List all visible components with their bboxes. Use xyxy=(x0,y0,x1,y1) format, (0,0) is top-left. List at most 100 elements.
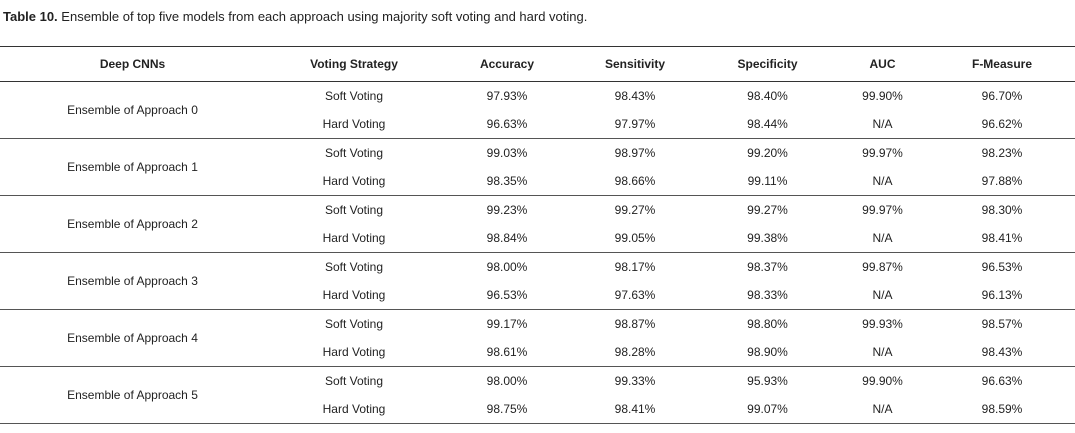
sensitivity-cell: 99.27% xyxy=(614,203,656,217)
f-measure-cell: 96.62% xyxy=(929,110,1075,139)
sensitivity-cell: 97.63% xyxy=(571,281,699,310)
table-row: Ensemble of Approach 0 Soft Voting 97.93% 9… xyxy=(0,81,1075,139)
table-caption-text: Ensemble of top five models from each ap… xyxy=(57,9,588,24)
f-measure-cell: 97.88% xyxy=(929,167,1075,196)
model-name-cell: Ensemble of Approach 1 xyxy=(0,138,265,196)
header-deep-cnns: Deep CNNs xyxy=(0,46,265,82)
specificity-cell: 99.20% xyxy=(747,146,788,160)
voting-strategy-cell: Hard Voting xyxy=(265,281,443,310)
voting-strategy-cell: Hard Voting xyxy=(265,338,443,367)
sensitivity-cell: 98.43% xyxy=(614,89,656,103)
voting-strategy-cell: Soft Voting xyxy=(324,146,384,160)
f-measure-cell: 98.43% xyxy=(929,338,1075,367)
voting-strategy-cell: Hard Voting xyxy=(265,110,443,139)
voting-strategy-cell: Soft Voting xyxy=(324,374,384,388)
header-auc: AUC xyxy=(836,46,929,82)
auc-cell: 99.97% xyxy=(862,203,903,217)
auc-cell: N/A xyxy=(836,167,929,196)
f-measure-cell: 98.23% xyxy=(981,146,1023,160)
f-measure-cell: 96.63% xyxy=(981,374,1023,388)
model-name-cell: Ensemble of Approach 2 xyxy=(0,195,265,253)
table-row: Ensemble of Approach 2 Soft Voting 99.23% 9… xyxy=(0,195,1075,253)
accuracy-cell: 96.63% xyxy=(443,110,571,139)
f-measure-cell: 96.13% xyxy=(929,281,1075,310)
table-row: Hard Voting 98.75% 98.41% 99.07% N/A 98.59% xyxy=(0,395,1075,424)
f-measure-cell: 96.53% xyxy=(981,260,1023,274)
specificity-cell: 99.38% xyxy=(699,224,836,253)
table-row: Hard Voting 96.63% 97.97% 98.44% N/A 96.62% xyxy=(0,110,1075,139)
f-measure-cell: 98.30% xyxy=(981,203,1023,217)
header-f-measure: F-Measure xyxy=(929,46,1075,82)
sensitivity-cell: 98.41% xyxy=(571,395,699,424)
specificity-cell: 98.44% xyxy=(699,110,836,139)
model-name-cell: Ensemble of Approach 3 xyxy=(0,252,265,310)
header-specificity: Specificity xyxy=(699,46,836,82)
f-measure-cell: 98.59% xyxy=(929,395,1075,424)
auc-cell: 99.90% xyxy=(862,89,903,103)
results-table: Deep CNNs Voting Strategy Accuracy Sensi… xyxy=(0,46,1075,424)
f-measure-cell: 98.41% xyxy=(929,224,1075,253)
f-measure-cell: 98.57% xyxy=(981,317,1023,331)
sensitivity-cell: 99.05% xyxy=(571,224,699,253)
accuracy-cell: 98.00% xyxy=(486,374,528,388)
sensitivity-cell: 98.66% xyxy=(571,167,699,196)
f-measure-cell: 96.70% xyxy=(981,89,1023,103)
accuracy-cell: 98.00% xyxy=(486,260,528,274)
sensitivity-cell: 98.87% xyxy=(614,317,656,331)
model-name-cell: Ensemble of Approach 4 xyxy=(0,309,265,367)
accuracy-cell: 99.23% xyxy=(486,203,528,217)
model-name-cell: Ensemble of Approach 5 xyxy=(0,366,265,424)
accuracy-cell: 98.35% xyxy=(443,167,571,196)
header-voting-strategy: Voting Strategy xyxy=(265,46,443,82)
auc-cell: N/A xyxy=(836,281,929,310)
table-caption-label: Table 10. xyxy=(3,9,58,24)
table-body: Ensemble of Approach 0 Soft Voting 97.93% 9… xyxy=(0,81,1075,424)
sensitivity-cell: 99.33% xyxy=(614,374,656,388)
specificity-cell: 98.33% xyxy=(699,281,836,310)
header-sensitivity: Sensitivity xyxy=(571,46,699,82)
table-row: Hard Voting 98.35% 98.66% 99.11% N/A 97.88% xyxy=(0,167,1075,196)
table-row: Ensemble of Approach 3 Soft Voting 98.00% 9… xyxy=(0,252,1075,310)
table-row: Hard Voting 96.53% 97.63% 98.33% N/A 96.13% xyxy=(0,281,1075,310)
specificity-cell: 95.93% xyxy=(747,374,788,388)
auc-cell: 99.97% xyxy=(862,146,903,160)
voting-strategy-cell: Soft Voting xyxy=(324,203,384,217)
specificity-cell: 98.40% xyxy=(747,89,788,103)
specificity-cell: 98.37% xyxy=(747,260,788,274)
auc-cell: N/A xyxy=(836,395,929,424)
accuracy-cell: 99.17% xyxy=(486,317,528,331)
auc-cell: N/A xyxy=(836,338,929,367)
sensitivity-cell: 97.97% xyxy=(571,110,699,139)
table-row: Ensemble of Approach 1 Soft Voting 99.03% 9… xyxy=(0,138,1075,196)
auc-cell: 99.90% xyxy=(862,374,903,388)
voting-strategy-cell: Hard Voting xyxy=(265,224,443,253)
accuracy-cell: 96.53% xyxy=(443,281,571,310)
auc-cell: 99.93% xyxy=(862,317,903,331)
table-row: Hard Voting 98.61% 98.28% 98.90% N/A 98.43% xyxy=(0,338,1075,367)
accuracy-cell: 99.03% xyxy=(486,146,528,160)
table-caption: Table 10. Ensemble of top five models fr… xyxy=(3,9,587,24)
specificity-cell: 99.07% xyxy=(699,395,836,424)
sensitivity-cell: 98.97% xyxy=(614,146,656,160)
specificity-cell: 99.11% xyxy=(699,167,836,196)
header-accuracy: Accuracy xyxy=(443,46,571,82)
model-name-cell: Ensemble of Approach 0 xyxy=(0,81,265,139)
specificity-cell: 99.27% xyxy=(747,203,788,217)
accuracy-cell: 98.84% xyxy=(443,224,571,253)
table-row: Ensemble of Approach 4 Soft Voting 99.17% 9… xyxy=(0,309,1075,367)
specificity-cell: 98.90% xyxy=(699,338,836,367)
voting-strategy-cell: Hard Voting xyxy=(265,167,443,196)
voting-strategy-cell: Soft Voting xyxy=(324,317,384,331)
accuracy-cell: 97.93% xyxy=(486,89,528,103)
auc-cell: N/A xyxy=(836,110,929,139)
auc-cell: 99.87% xyxy=(862,260,903,274)
sensitivity-cell: 98.28% xyxy=(571,338,699,367)
voting-strategy-cell: Soft Voting xyxy=(324,89,384,103)
voting-strategy-cell: Hard Voting xyxy=(265,395,443,424)
sensitivity-cell: 98.17% xyxy=(614,260,656,274)
specificity-cell: 98.80% xyxy=(747,317,788,331)
voting-strategy-cell: Soft Voting xyxy=(324,260,384,274)
header-row: Deep CNNs Voting Strategy Accuracy Sensi… xyxy=(0,46,1075,82)
accuracy-cell: 98.61% xyxy=(443,338,571,367)
table-row: Hard Voting 98.84% 99.05% 99.38% N/A 98.41% xyxy=(0,224,1075,253)
